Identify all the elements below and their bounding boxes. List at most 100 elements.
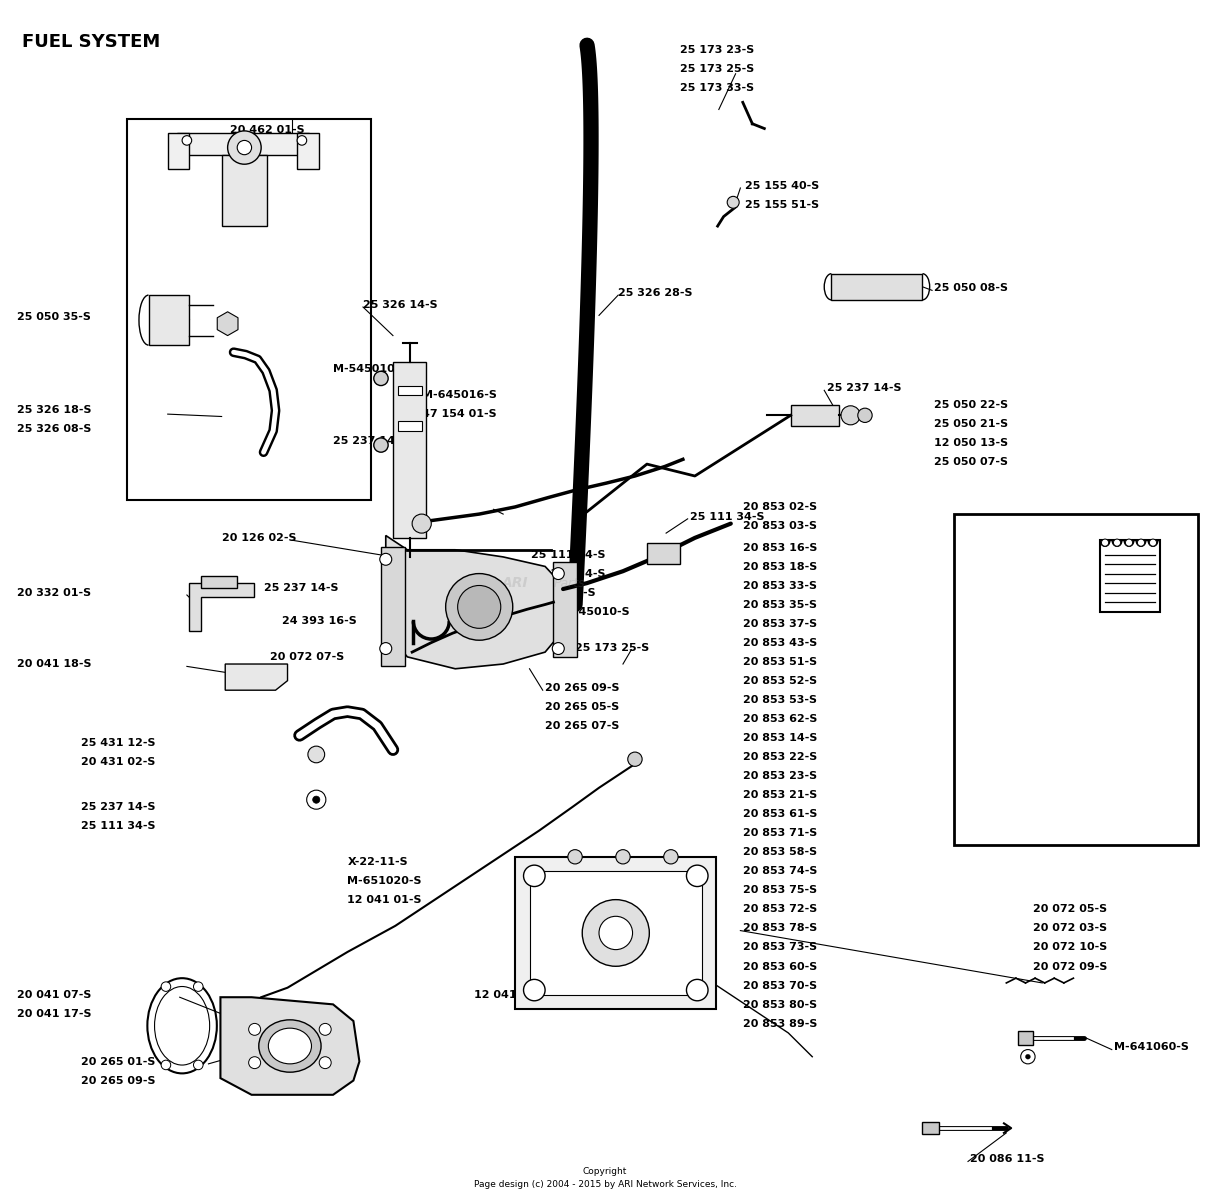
Text: 20 431 02-S: 20 431 02-S bbox=[81, 757, 156, 766]
Text: 25 237 14-S: 25 237 14-S bbox=[264, 583, 338, 593]
Text: 20 853 89-S: 20 853 89-S bbox=[743, 1019, 817, 1028]
Circle shape bbox=[319, 1023, 332, 1035]
Circle shape bbox=[599, 916, 633, 950]
Circle shape bbox=[413, 514, 431, 533]
Circle shape bbox=[249, 1057, 260, 1069]
Bar bbox=[201, 576, 237, 588]
Circle shape bbox=[298, 136, 306, 145]
Text: 12 041 01-S: 12 041 01-S bbox=[347, 895, 422, 904]
Text: 20 853 53-S: 20 853 53-S bbox=[743, 695, 817, 704]
Text: 20 853 74-S: 20 853 74-S bbox=[743, 866, 817, 876]
Text: M-645016-S: M-645016-S bbox=[422, 390, 496, 400]
Circle shape bbox=[1150, 539, 1157, 546]
Text: 20 853 60-S: 20 853 60-S bbox=[743, 962, 817, 971]
Text: 20 853 62-S: 20 853 62-S bbox=[743, 714, 817, 724]
Text: 25 050 22-S: 25 050 22-S bbox=[934, 400, 1009, 409]
Text: 20 332 01-S: 20 332 01-S bbox=[17, 588, 91, 597]
Circle shape bbox=[1021, 1050, 1035, 1064]
Text: 25 173 33-S: 25 173 33-S bbox=[680, 83, 755, 93]
Text: 20 853 16-S: 20 853 16-S bbox=[743, 543, 817, 552]
Text: 25 111 34-S: 25 111 34-S bbox=[531, 569, 605, 578]
Text: 20 072 05-S: 20 072 05-S bbox=[1032, 904, 1107, 914]
Text: PARTS LIST: PARTS LIST bbox=[1014, 624, 1137, 643]
Text: 20 265 07-S: 20 265 07-S bbox=[544, 721, 620, 731]
Text: 25 326 14-S: 25 326 14-S bbox=[363, 300, 438, 309]
Text: 20 853 61-S: 20 853 61-S bbox=[743, 809, 817, 819]
Polygon shape bbox=[225, 664, 288, 690]
Text: 25 237 14-S: 25 237 14-S bbox=[333, 436, 408, 445]
Text: 25 050 21-S: 25 050 21-S bbox=[934, 419, 1009, 428]
Circle shape bbox=[727, 196, 739, 208]
Text: 20 853 21-S: 20 853 21-S bbox=[743, 790, 817, 800]
Text: 20 853 43-S: 20 853 43-S bbox=[743, 638, 817, 647]
Bar bbox=[953, 514, 1198, 845]
Circle shape bbox=[552, 568, 564, 580]
Bar bbox=[647, 543, 680, 564]
Bar bbox=[790, 405, 839, 426]
Circle shape bbox=[686, 979, 708, 1001]
Text: Parts: Parts bbox=[553, 577, 586, 589]
Circle shape bbox=[380, 553, 392, 565]
Text: 20 072 10-S: 20 072 10-S bbox=[1032, 942, 1107, 952]
Text: 20 265 01-S: 20 265 01-S bbox=[81, 1057, 156, 1066]
Bar bbox=[298, 133, 318, 169]
Text: 20 853 51-S: 20 853 51-S bbox=[743, 657, 817, 666]
Circle shape bbox=[858, 408, 872, 422]
Polygon shape bbox=[218, 312, 238, 336]
Circle shape bbox=[374, 438, 388, 452]
Text: M-545010-S: M-545010-S bbox=[333, 364, 408, 374]
Text: 20 126 02-S: 20 126 02-S bbox=[221, 533, 296, 543]
Text: 20 853 80-S: 20 853 80-S bbox=[743, 1000, 817, 1009]
Polygon shape bbox=[386, 536, 563, 669]
Text: 25 173 25-S: 25 173 25-S bbox=[575, 643, 650, 652]
Ellipse shape bbox=[269, 1028, 311, 1064]
Text: 25 237 14-S: 25 237 14-S bbox=[81, 802, 156, 812]
Circle shape bbox=[524, 979, 544, 1001]
Text: ™: ™ bbox=[583, 571, 593, 581]
Text: 20 072 07-S: 20 072 07-S bbox=[270, 652, 344, 662]
Text: M-641060-S: M-641060-S bbox=[1114, 1042, 1189, 1052]
Text: Copyright
Page design (c) 2004 - 2015 by ARI Network Services, Inc.: Copyright Page design (c) 2004 - 2015 by… bbox=[473, 1167, 737, 1189]
Text: 20 853 23-S: 20 853 23-S bbox=[743, 771, 817, 781]
Circle shape bbox=[237, 140, 252, 155]
Circle shape bbox=[249, 1023, 260, 1035]
Circle shape bbox=[380, 643, 392, 654]
Text: 20 853 22-S: 20 853 22-S bbox=[743, 752, 817, 762]
Text: 20 853 58-S: 20 853 58-S bbox=[743, 847, 817, 857]
Text: 25 050 35-S: 25 050 35-S bbox=[17, 312, 91, 321]
Circle shape bbox=[628, 752, 643, 766]
Text: 20 265 05-S: 20 265 05-S bbox=[544, 702, 620, 712]
Text: CLICK: CLICK bbox=[983, 560, 1047, 580]
Text: 25 173 25-S: 25 173 25-S bbox=[680, 64, 755, 74]
Bar bbox=[393, 362, 426, 538]
Text: 25 173 23-S: 25 173 23-S bbox=[680, 45, 755, 55]
Text: 20 853 18-S: 20 853 18-S bbox=[743, 562, 817, 571]
Polygon shape bbox=[189, 583, 254, 631]
Bar bbox=[398, 386, 422, 395]
Bar bbox=[221, 155, 267, 226]
Text: CARBURETOR: CARBURETOR bbox=[1002, 729, 1150, 749]
Text: 20 853 75-S: 20 853 75-S bbox=[743, 885, 817, 895]
Text: 20 853 03-S: 20 853 03-S bbox=[743, 521, 817, 531]
Circle shape bbox=[616, 850, 630, 864]
Text: 25 111 34-S: 25 111 34-S bbox=[690, 512, 765, 521]
Circle shape bbox=[307, 746, 324, 763]
Circle shape bbox=[182, 136, 191, 145]
Ellipse shape bbox=[259, 1020, 321, 1072]
Circle shape bbox=[1101, 539, 1108, 546]
Circle shape bbox=[319, 1057, 332, 1069]
Text: 20 853 02-S: 20 853 02-S bbox=[743, 502, 817, 512]
Text: 20 853 35-S: 20 853 35-S bbox=[743, 600, 817, 609]
Text: 12 050 13-S: 12 050 13-S bbox=[934, 438, 1009, 447]
Text: 20 853 33-S: 20 853 33-S bbox=[743, 581, 817, 590]
Circle shape bbox=[1137, 539, 1145, 546]
Circle shape bbox=[194, 982, 203, 991]
Bar bbox=[1019, 1031, 1032, 1045]
Text: 20 462 01-S: 20 462 01-S bbox=[230, 125, 305, 134]
Circle shape bbox=[552, 643, 564, 654]
Bar bbox=[922, 1122, 939, 1134]
Text: 20 041 07-S: 20 041 07-S bbox=[17, 990, 91, 1000]
Text: 25 111 34-S: 25 111 34-S bbox=[531, 550, 605, 559]
Polygon shape bbox=[149, 295, 189, 345]
Circle shape bbox=[582, 900, 650, 966]
